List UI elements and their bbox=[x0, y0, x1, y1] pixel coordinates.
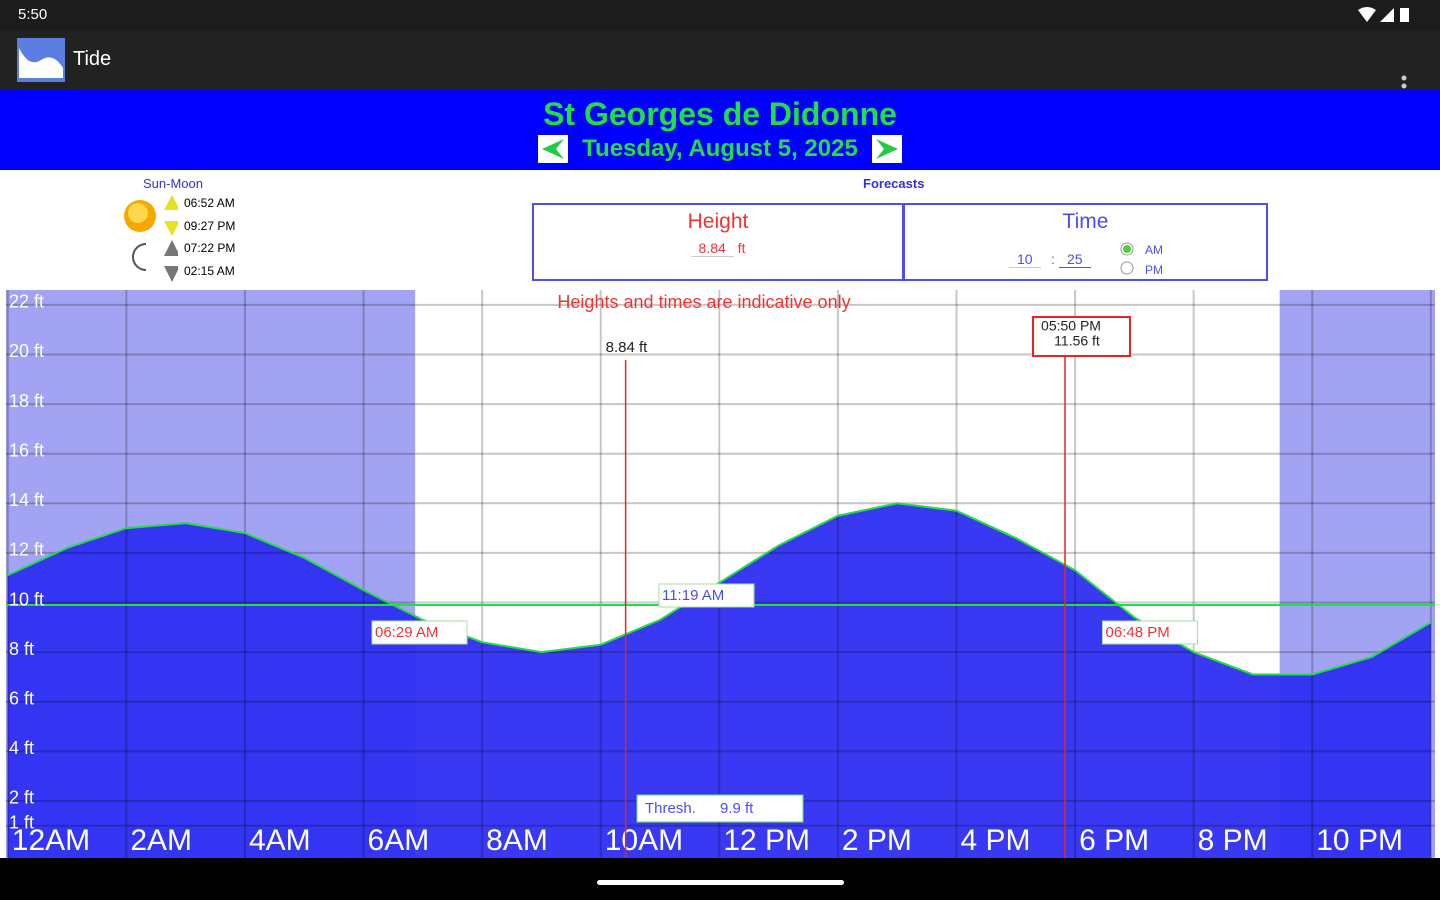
sun-moon-title: Sun-Moon bbox=[143, 176, 203, 191]
time-separator: : bbox=[1051, 251, 1055, 267]
x-tick-label: 12 PM bbox=[723, 824, 810, 857]
x-tick-label: 2 PM bbox=[842, 824, 912, 857]
x-tick-label: 2AM bbox=[130, 824, 192, 857]
date: Tuesday, August 5, 2025 bbox=[582, 135, 858, 162]
sunrise: 06:52 AM bbox=[184, 196, 235, 210]
app-bar: Tide bbox=[0, 30, 1440, 97]
status-icons bbox=[1358, 7, 1409, 22]
sunset: 09:27 PM bbox=[184, 219, 236, 233]
y-tick-label: 22 ft bbox=[9, 292, 44, 312]
sun-moon-icons bbox=[124, 195, 178, 282]
height-input[interactable]: 8.84 bbox=[690, 240, 734, 257]
threshold-label: Thresh. bbox=[645, 800, 696, 817]
y-tick-label: 10 ft bbox=[9, 589, 44, 609]
y-tick-label: 16 ft bbox=[9, 440, 44, 460]
x-tick-label: 8AM bbox=[486, 824, 548, 857]
x-tick-label: 4AM bbox=[249, 824, 311, 857]
selected-time-label: 05:50 PM bbox=[1041, 318, 1101, 334]
crossing-label: 06:29 AM bbox=[375, 624, 438, 641]
crossing-label: 06:48 PM bbox=[1106, 624, 1170, 641]
threshold-value: 9.9 ft bbox=[720, 800, 754, 817]
location: St Georges de Didonne bbox=[543, 96, 897, 132]
home-indicator[interactable] bbox=[597, 880, 844, 885]
y-tick-label: 14 ft bbox=[9, 490, 44, 510]
minute-input[interactable]: 25 bbox=[1059, 251, 1091, 268]
x-tick-label: 12 bbox=[1435, 824, 1440, 857]
current-height-label: 8.84 ft bbox=[606, 339, 649, 356]
x-tick-label: 6 PM bbox=[1079, 824, 1149, 857]
nav-bar bbox=[0, 858, 1440, 900]
threshold-box bbox=[636, 794, 804, 823]
crossing-box bbox=[371, 620, 468, 645]
y-tick-label: 8 ft bbox=[9, 639, 34, 659]
time-label: Time bbox=[1062, 210, 1109, 233]
x-tick-label: 6AM bbox=[368, 824, 430, 857]
status-bar: 5:50 bbox=[0, 0, 1440, 30]
y-tick-label: 6 ft bbox=[9, 688, 34, 708]
y-tick-label: 18 ft bbox=[9, 391, 44, 411]
next-day[interactable] bbox=[872, 135, 903, 163]
app-icon bbox=[17, 38, 65, 82]
height-unit: ft bbox=[737, 240, 746, 256]
disclaimer: Heights and times are indicative only bbox=[557, 292, 850, 312]
height-label: Height bbox=[687, 210, 749, 233]
app-title: Tide bbox=[73, 48, 112, 70]
crossing-box bbox=[1102, 620, 1199, 645]
selected-height-label: 11.56 ft bbox=[1054, 333, 1100, 349]
time-box: Time 10 : 25 AM PM bbox=[903, 203, 1268, 281]
clock: 5:50 bbox=[18, 6, 48, 23]
x-tick-label: 10AM bbox=[605, 824, 683, 857]
am-pm-radio[interactable] bbox=[1113, 241, 1141, 277]
selected-box bbox=[1032, 316, 1132, 357]
prev-day[interactable] bbox=[537, 135, 568, 163]
am-label: AM bbox=[1145, 243, 1163, 257]
pm-label: PM bbox=[1145, 263, 1163, 277]
y-tick-label: 20 ft bbox=[9, 341, 44, 361]
x-tick-label: 8 PM bbox=[1198, 824, 1268, 857]
x-tick-label: 12AM bbox=[12, 824, 90, 857]
y-tick-label: 1 ft bbox=[9, 813, 34, 833]
tide-area bbox=[7, 503, 1431, 858]
x-tick-label: 4 PM bbox=[960, 824, 1030, 857]
x-tick-label: 10 PM bbox=[1316, 824, 1403, 857]
y-tick-label: 2 ft bbox=[9, 788, 34, 808]
moonrise: 07:22 PM bbox=[184, 241, 236, 255]
tide-curve bbox=[7, 502, 1432, 676]
hour-input[interactable]: 10 bbox=[1009, 251, 1041, 268]
moonset: 02:15 AM bbox=[184, 264, 235, 278]
crossing-box bbox=[658, 583, 755, 608]
crossing-label: 11:19 AM bbox=[662, 587, 724, 604]
y-tick-label: 12 ft bbox=[9, 540, 44, 560]
forecasts-title: Forecasts bbox=[863, 176, 925, 191]
info-panel: Sun-Moon 06:52 AM 09:27 PM 07:22 PM 02:1… bbox=[0, 170, 1440, 290]
header: St Georges de Didonne Tuesday, August 5,… bbox=[0, 90, 1440, 170]
y-tick-label: 4 ft bbox=[9, 738, 34, 758]
